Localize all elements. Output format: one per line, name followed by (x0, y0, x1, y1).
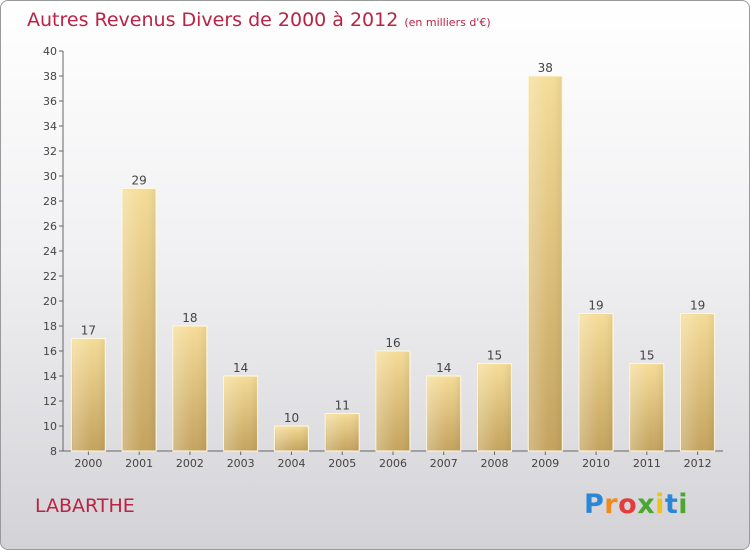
y-tick-label: 26 (43, 220, 57, 233)
bar-value-label: 16 (385, 336, 400, 350)
bar-value-label: 15 (639, 349, 654, 363)
y-tick-label: 14 (43, 370, 57, 383)
x-tick-label: 2006 (379, 457, 407, 470)
bar-value-label: 14 (436, 361, 451, 375)
bar-value-label: 38 (538, 61, 553, 75)
x-tick-label: 2001 (125, 457, 153, 470)
x-tick-label: 2011 (633, 457, 661, 470)
x-tick-label: 2009 (531, 457, 559, 470)
y-tick-label: 28 (43, 195, 57, 208)
bar-highlight (580, 314, 613, 451)
y-tick-label: 22 (43, 270, 57, 283)
bar-highlight (377, 352, 409, 451)
chart-unit-label: (en milliers d'€) (404, 16, 491, 29)
bar-highlight (173, 327, 206, 451)
x-tick-label: 2008 (481, 457, 509, 470)
y-tick-label: 30 (43, 170, 57, 183)
y-tick-label: 10 (43, 420, 57, 433)
bar-highlight (478, 364, 511, 451)
brand-logo[interactable]: Proxiti (584, 489, 688, 520)
brand-logo-letter: i (655, 489, 665, 520)
chart-title-text: Autres Revenus Divers de 2000 à 2012 (27, 9, 399, 31)
x-tick-label: 2005 (328, 457, 356, 470)
y-tick-label: 34 (43, 120, 57, 133)
y-tick-label: 16 (43, 345, 57, 358)
bar-highlight (427, 377, 460, 451)
brand-logo-letter: r (604, 489, 619, 520)
bar-highlight (123, 189, 156, 451)
bar-value-label: 18 (182, 311, 197, 325)
bar-value-label: 29 (132, 174, 147, 188)
brand-logo-letter: o (618, 489, 638, 520)
bar-value-label: 10 (284, 411, 299, 425)
y-tick-label: 20 (43, 295, 57, 308)
y-tick-label: 18 (43, 320, 57, 333)
x-tick-label: 2010 (582, 457, 610, 470)
bar-value-label: 19 (690, 299, 705, 313)
x-tick-label: 2002 (176, 457, 204, 470)
bar-value-label: 15 (487, 349, 502, 363)
bar-value-label: 17 (81, 324, 96, 338)
y-tick-label: 38 (43, 70, 57, 83)
location-label: LABARTHE (35, 495, 135, 517)
bar-highlight (630, 364, 663, 451)
chart-title: Autres Revenus Divers de 2000 à 2012 (en … (27, 9, 491, 31)
bar-highlight (72, 339, 105, 451)
brand-logo-letter: x (637, 489, 656, 520)
bar-value-label: 11 (335, 399, 350, 413)
x-tick-label: 2012 (684, 457, 712, 470)
brand-logo-letter: i (678, 489, 689, 520)
y-tick-label: 40 (43, 45, 57, 58)
y-tick-label: 12 (43, 395, 57, 408)
y-tick-label: 8 (50, 445, 57, 458)
y-tick-label: 32 (43, 145, 57, 158)
bar-highlight (275, 427, 308, 451)
bar-highlight (529, 77, 562, 451)
bar-value-label: 14 (233, 361, 248, 375)
bar-highlight (326, 414, 359, 451)
y-tick-label: 36 (43, 95, 57, 108)
x-tick-label: 2000 (74, 457, 102, 470)
bar-highlight (681, 314, 714, 451)
x-tick-label: 2007 (430, 457, 458, 470)
brand-logo-letter: t (664, 489, 679, 520)
x-tick-label: 2003 (227, 457, 255, 470)
brand-logo-letter: P (584, 489, 605, 520)
y-tick-label: 24 (43, 245, 57, 258)
x-tick-label: 2004 (277, 457, 305, 470)
bar-value-label: 19 (588, 299, 603, 313)
bar-highlight (224, 377, 257, 451)
